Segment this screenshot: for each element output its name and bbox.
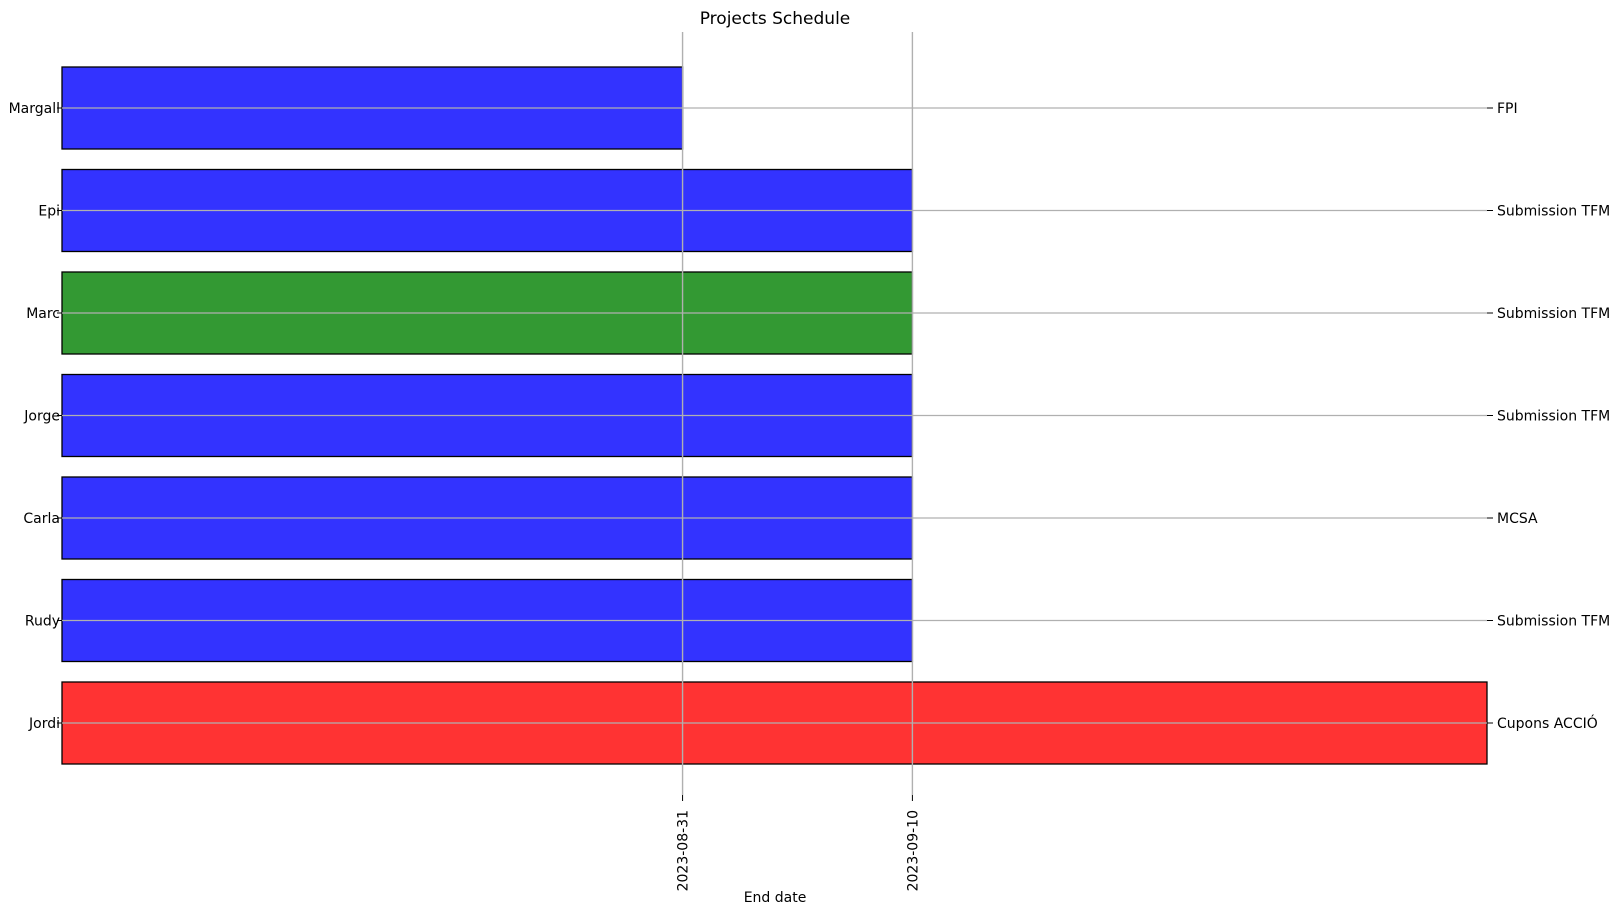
- x-tick-label: 2023-08-31: [676, 810, 692, 891]
- project-label: Cupons ACCIÓ: [1497, 714, 1598, 732]
- person-label: Margall: [9, 101, 60, 117]
- person-label: Marc: [26, 306, 60, 322]
- project-label: FPI: [1497, 101, 1518, 117]
- project-label: Submission TFM: [1497, 409, 1610, 425]
- project-label: Submission TFM: [1497, 306, 1610, 322]
- x-tick-label: 2023-09-10: [905, 810, 921, 891]
- project-label: Submission TFM: [1497, 204, 1610, 220]
- x-axis-ticks: 2023-08-31 2023-09-10: [676, 795, 921, 891]
- project-label: Submission TFM: [1497, 614, 1610, 630]
- person-label: Jorge: [23, 409, 60, 425]
- project-labels: FPI Submission TFM Submission TFM Submissio…: [1487, 101, 1610, 732]
- grid-layer: [62, 32, 1487, 795]
- person-labels: Margall Epi Marc Jorge Carla Rudy Jordi: [9, 101, 62, 732]
- chart-title: Projects Schedule: [700, 9, 851, 29]
- x-axis-label: End date: [744, 890, 807, 906]
- person-label: Carla: [23, 511, 60, 527]
- person-label: Rudy: [25, 614, 60, 630]
- person-label: Jordi: [28, 716, 60, 732]
- person-label: Epi: [38, 204, 60, 220]
- project-label: MCSA: [1497, 511, 1538, 527]
